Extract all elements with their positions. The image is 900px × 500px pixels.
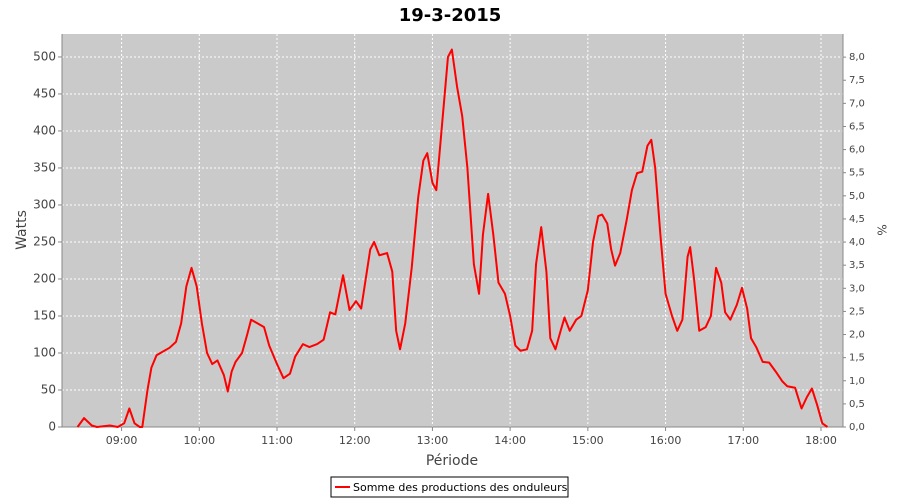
chart-title: 19-3-2015	[399, 5, 502, 26]
y2-tick-label: 8,0	[849, 52, 865, 63]
y-tick-label: 400	[33, 123, 56, 137]
y-tick-label: 100	[33, 345, 56, 359]
y2-tick-label: 5,0	[849, 191, 865, 202]
y2-tick-label: 0,0	[849, 422, 865, 433]
y2-tick-label: 4,5	[849, 214, 865, 225]
y2-tick-label: 2,5	[849, 306, 865, 317]
x-tick-label: 10:00	[183, 434, 215, 447]
y2-tick-label: 6,0	[849, 145, 865, 156]
x-tick-label: 17:00	[727, 434, 759, 447]
legend	[330, 476, 569, 498]
x-tick-label: 13:00	[417, 434, 449, 447]
y2-tick-label: 7,5	[849, 75, 865, 86]
y2-tick-label: 5,5	[849, 168, 865, 179]
y-tick-label: 0	[48, 420, 56, 434]
y-tick-label: 350	[33, 160, 56, 174]
x-tick-label: 16:00	[650, 434, 682, 447]
y2-tick-label: 1,0	[849, 376, 865, 387]
y2-axis-label: %	[875, 224, 889, 235]
y-tick-label: 500	[33, 49, 56, 63]
series-line	[76, 48, 829, 428]
x-tick-label: 11:00	[261, 434, 293, 447]
y-axis-label: Watts	[14, 210, 30, 250]
legend-label: Somme des productions des onduleurs	[353, 481, 568, 494]
y-tick-label: 250	[33, 234, 56, 248]
y2-tick-label: 7,0	[849, 98, 865, 109]
y2-tick-label: 4,0	[849, 237, 865, 248]
x-tick-label: 18:00	[805, 434, 837, 447]
x-tick-label: 14:00	[494, 434, 526, 447]
y-tick-label: 300	[33, 197, 56, 211]
y-tick-label: 450	[33, 86, 56, 100]
y2-tick-label: 3,0	[849, 283, 865, 294]
y-tick-label: 200	[33, 271, 56, 285]
y2-tick-label: 6,5	[849, 121, 865, 132]
x-tick-label: 12:00	[339, 434, 371, 447]
y2-tick-label: 2,0	[849, 330, 865, 341]
y-tick-label: 50	[41, 382, 56, 396]
y-tick-label: 150	[33, 308, 56, 322]
y2-tick-label: 1,5	[849, 353, 865, 364]
x-axis-label: Période	[426, 453, 478, 469]
y2-tick-label: 3,5	[849, 260, 865, 271]
x-tick-label: 15:00	[572, 434, 604, 447]
x-tick-label: 09:00	[106, 434, 138, 447]
y2-tick-label: 0,5	[849, 399, 865, 410]
plot-area	[62, 34, 843, 427]
